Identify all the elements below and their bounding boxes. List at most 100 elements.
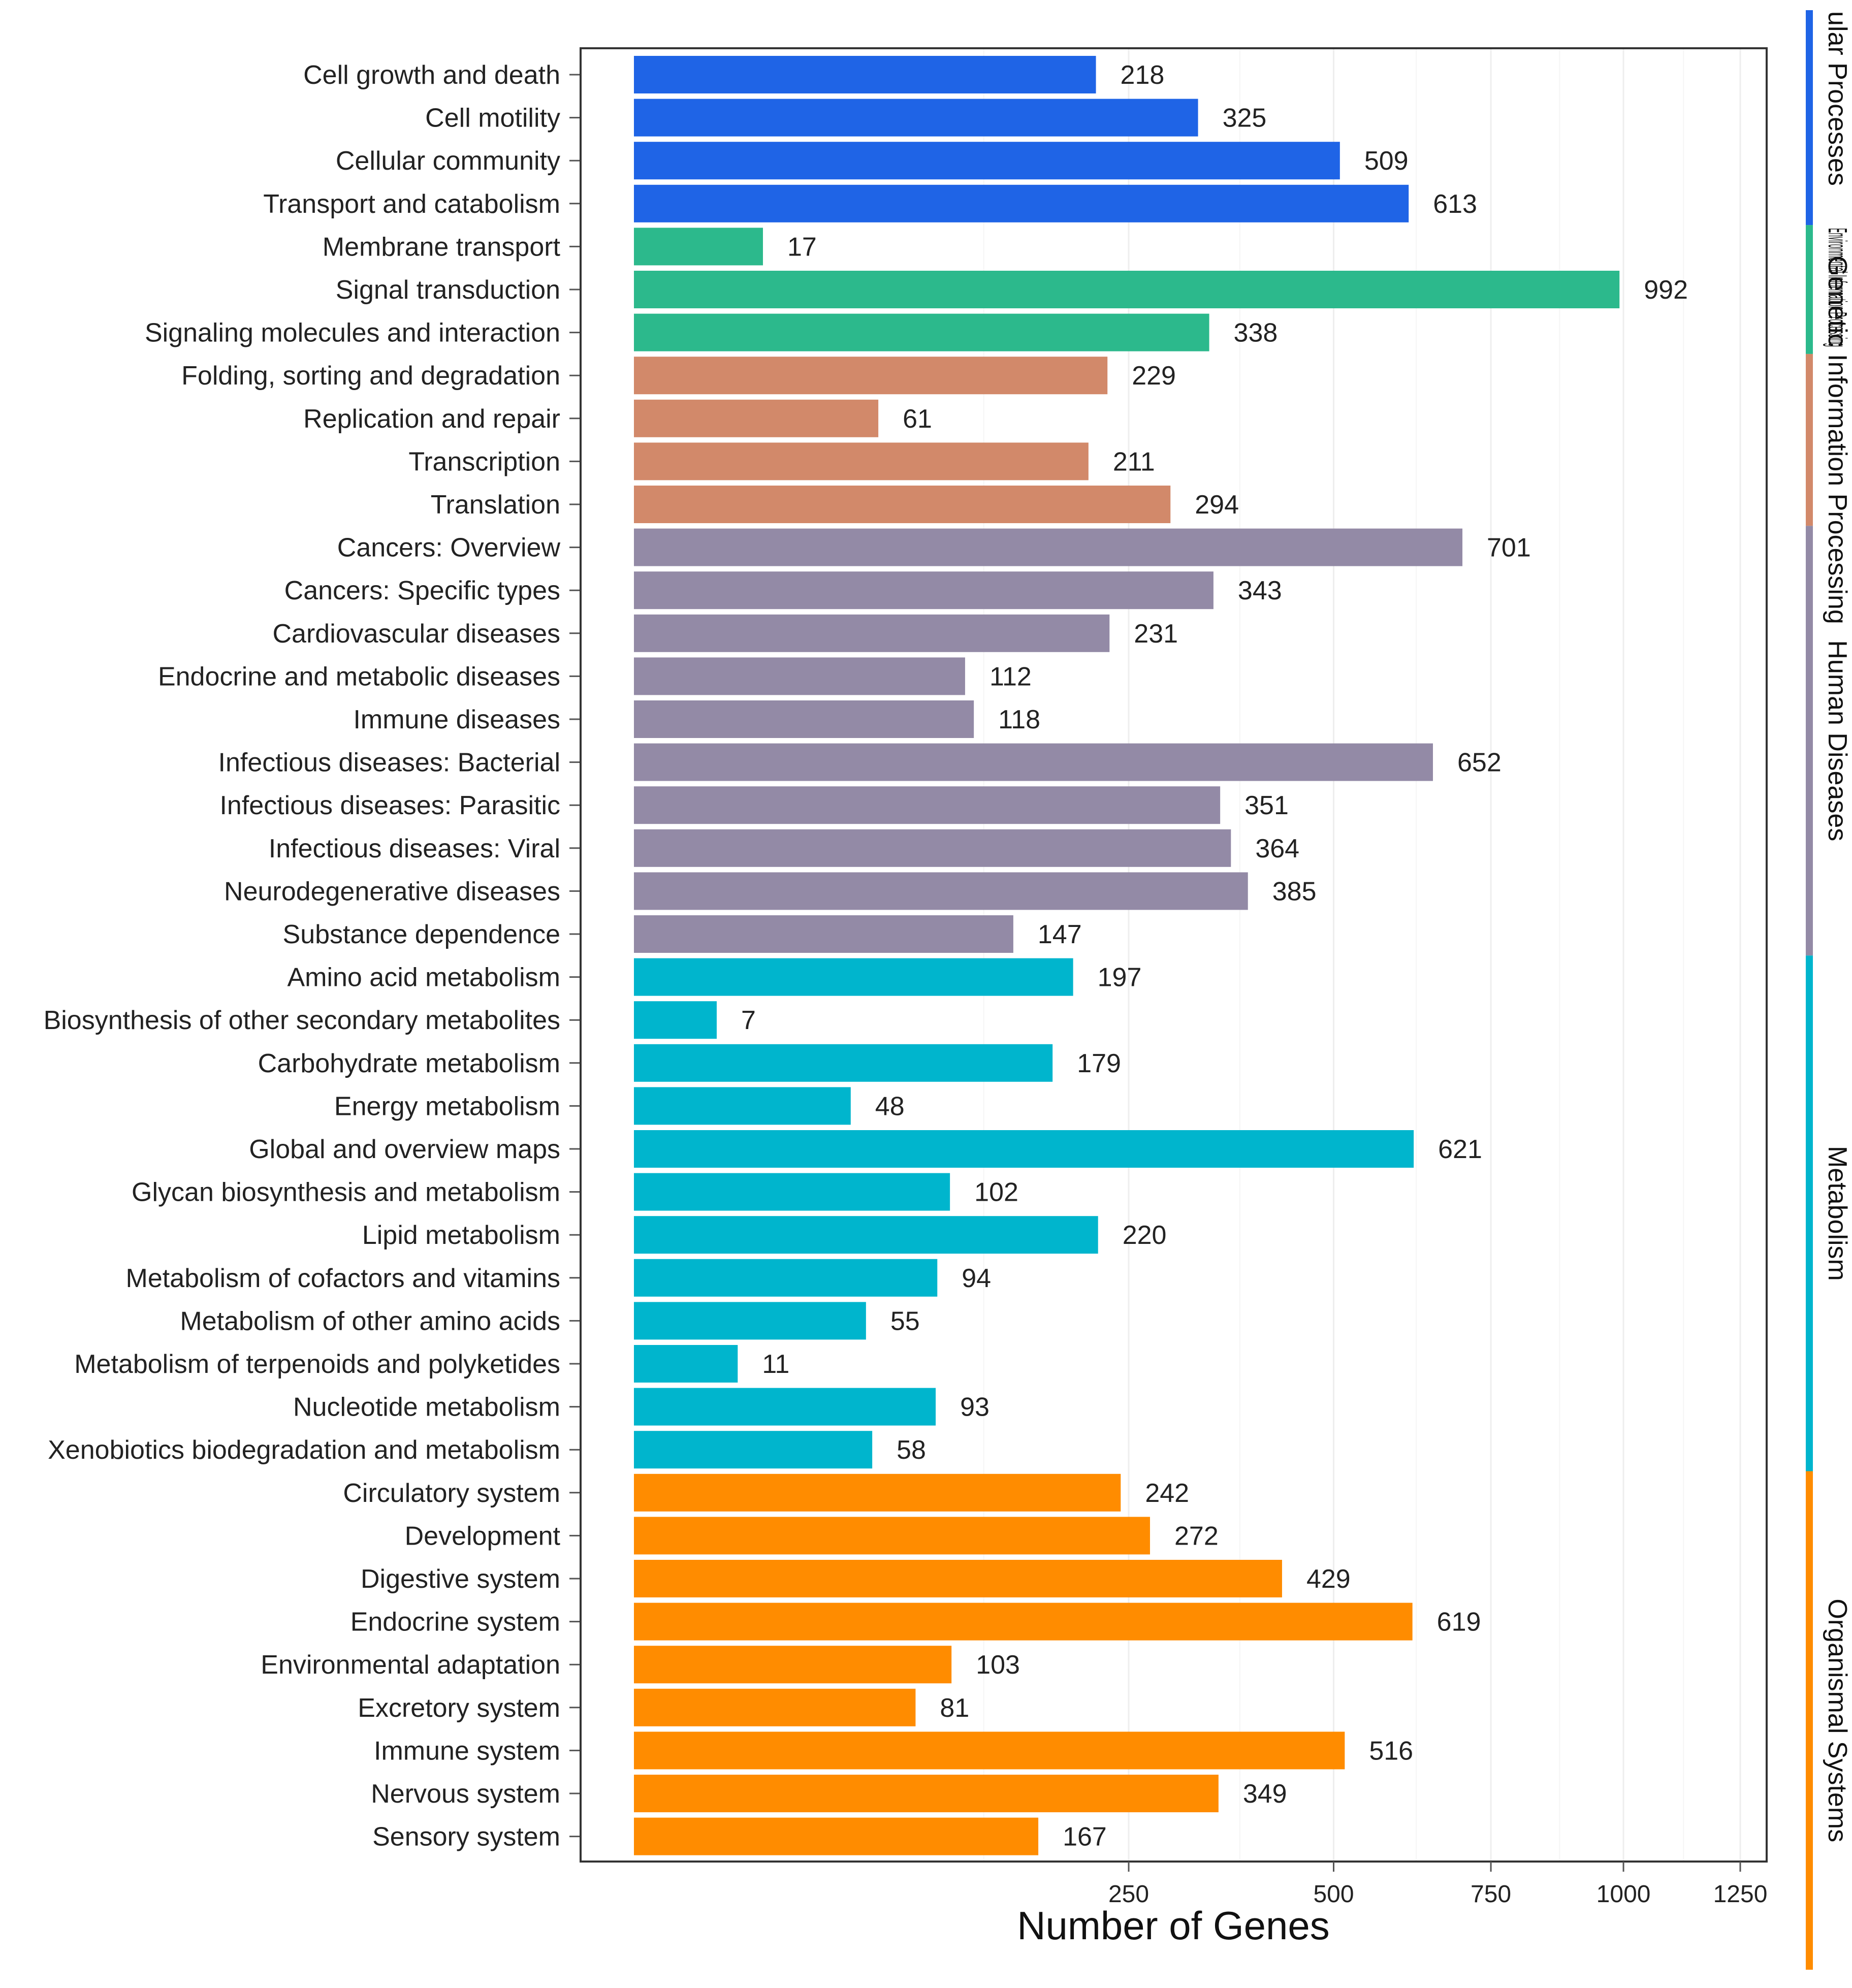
value-label: 231 [1134,619,1178,649]
value-label: 211 [1113,447,1155,476]
bar [634,1817,1039,1855]
category-label: Environmental adaptation [261,1650,560,1680]
category-label: Infectious diseases: Viral [269,834,560,863]
value-label: 167 [1063,1822,1107,1852]
value-label: 229 [1132,361,1176,391]
bar [634,1732,1345,1770]
group-label: Organismal Systems [1823,1598,1852,1842]
value-label: 103 [976,1650,1020,1680]
value-label: 81 [940,1693,969,1723]
bar [634,142,1340,180]
category-label: Metabolism of cofactors and vitamins [126,1264,560,1293]
category-label: Transcription [408,447,560,476]
category-label: Xenobiotics biodegradation and metabolis… [48,1435,560,1465]
category-label: Global and overview maps [249,1135,560,1164]
category-label: Substance dependence [283,920,560,949]
category-labels: Cell growth and death Cell motility Cellul… [44,60,581,1852]
category-label: Sensory system [372,1822,560,1852]
bar [634,915,1013,953]
category-label: Glycan biosynthesis and metabolism [132,1178,560,1207]
group-strip [1806,225,1813,354]
bar [634,184,1409,222]
bar [634,700,974,738]
value-label: 364 [1255,834,1299,863]
category-label: Signaling molecules and interaction [145,318,560,348]
value-label: 11 [762,1350,789,1379]
category-label: Nucleotide metabolism [293,1393,560,1422]
category-label: Cell growth and death [303,60,560,90]
value-label: 509 [1364,146,1409,176]
value-label: 351 [1244,791,1289,820]
value-label: 17 [787,232,817,262]
value-label: 220 [1123,1221,1167,1250]
value-label: 294 [1195,490,1239,520]
category-label: Development [405,1521,561,1551]
bar [634,313,1209,351]
bar [634,486,1171,523]
value-label: 652 [1457,748,1502,778]
category-label: Circulatory system [343,1479,560,1508]
x-tick-label: 500 [1313,1881,1354,1908]
bar [634,1345,738,1383]
bar [634,1087,851,1125]
value-label: 701 [1487,533,1531,563]
category-label: Translation [431,490,560,520]
bar [634,614,1110,652]
value-label: 516 [1369,1736,1413,1766]
category-label: Carbohydrate metabolism [258,1049,560,1078]
bar [634,1646,952,1684]
bar [634,958,1073,996]
category-label: Immune system [374,1736,560,1766]
value-label: 272 [1174,1521,1219,1551]
value-label: 179 [1077,1049,1121,1078]
value-label: 385 [1272,877,1317,906]
value-label: 197 [1098,963,1142,992]
value-label: 349 [1243,1779,1287,1809]
bar [634,99,1198,137]
value-label: 48 [875,1092,905,1121]
value-label: 613 [1433,189,1477,219]
bar [634,872,1248,910]
bar [634,1173,950,1211]
value-label: 58 [897,1435,926,1465]
bar [634,1302,866,1340]
category-label: Infectious diseases: Bacterial [218,748,560,778]
category-label: Replication and repair [303,404,560,434]
bar [634,56,1096,93]
bar [634,657,965,695]
category-label: Transport and catabolism [263,189,560,219]
bar [634,829,1231,867]
bar [634,1001,717,1039]
bar [634,1473,1121,1512]
group-strip [1806,10,1813,226]
category-label: Folding, sorting and degradation [181,361,560,391]
x-axis-title: Number of Genes [1017,1903,1330,1948]
value-label: 55 [890,1306,920,1336]
x-tick-label: 250 [1108,1881,1149,1908]
bar [634,1517,1150,1555]
bar [634,528,1463,566]
category-label: Amino acid metabolism [287,963,560,992]
category-label: Metabolism of other amino acids [180,1306,560,1336]
x-axis: 250 500 750 1000 1250 [1108,1862,1767,1908]
value-label: 7 [741,1006,756,1035]
value-label: 242 [1145,1479,1189,1508]
category-label: Endocrine system [350,1608,560,1637]
group-strip [1806,1471,1813,1970]
value-label: 621 [1438,1135,1482,1164]
value-label: 218 [1121,60,1165,90]
category-label: Nervous system [371,1779,560,1809]
value-label: 61 [903,404,932,434]
value-label: 343 [1238,576,1282,605]
category-label: Cell motility [425,104,560,133]
bar [634,1431,873,1469]
bar [634,571,1214,610]
bar [634,1560,1282,1597]
category-label: Immune diseases [353,705,560,734]
value-label: 619 [1437,1608,1481,1637]
value-label: 338 [1234,318,1278,348]
category-label: Digestive system [361,1564,560,1594]
bar [634,399,879,437]
category-label: Cancers: Specific types [284,576,560,605]
